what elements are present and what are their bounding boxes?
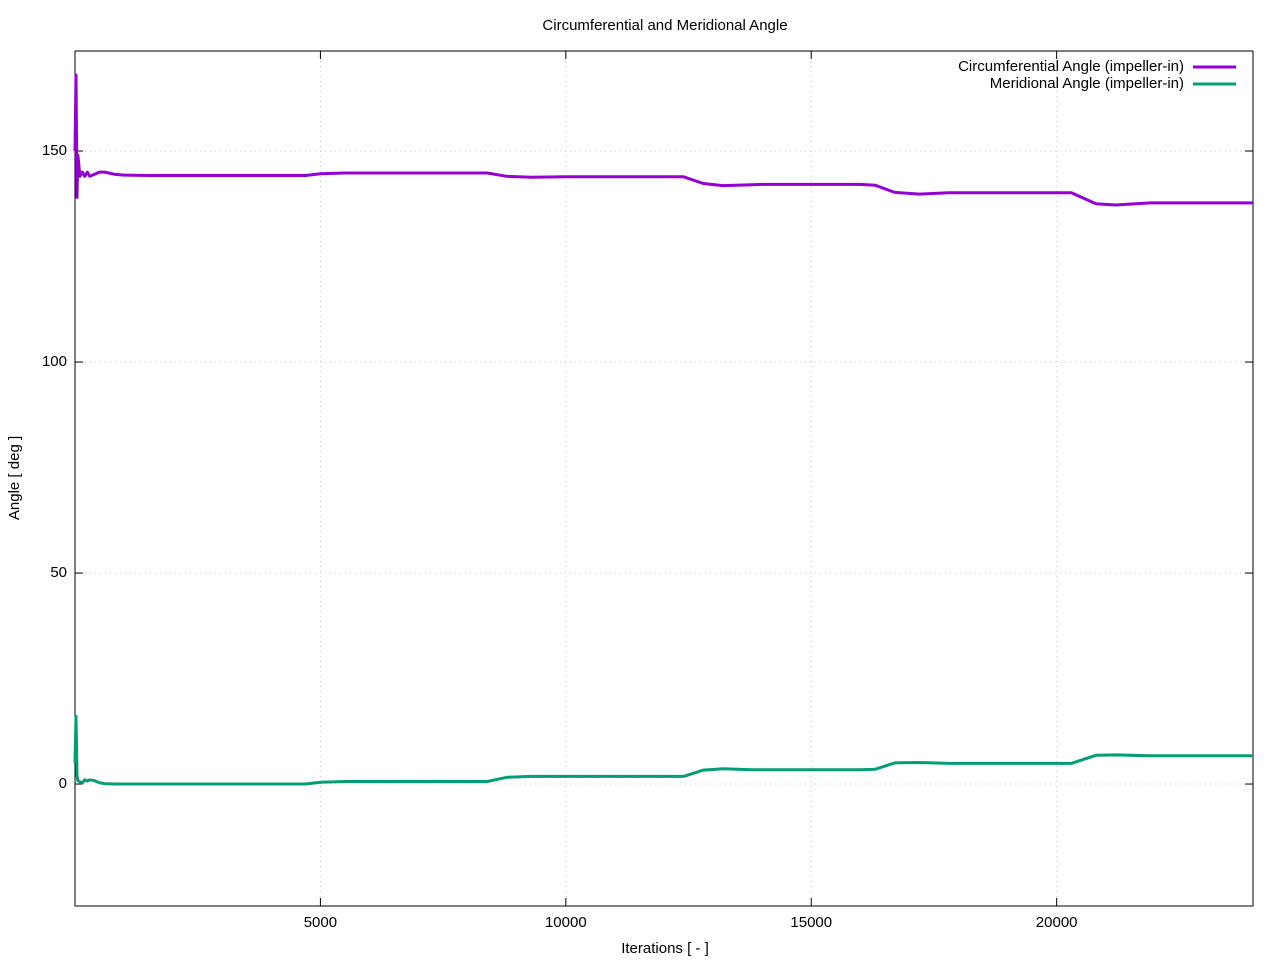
legend-label: Circumferential Angle (impeller-in) <box>958 58 1184 75</box>
x-tick-label: 15000 <box>790 914 832 931</box>
chart-title: Circumferential and Meridional Angle <box>542 17 787 34</box>
y-tick-label: 150 <box>42 142 67 159</box>
y-tick-label: 0 <box>59 775 67 792</box>
x-tick-label: 10000 <box>545 914 587 931</box>
plot-border <box>74 50 1254 907</box>
y-tick-label: 100 <box>42 353 67 370</box>
y-tick-label: 50 <box>50 564 67 581</box>
x-tick-label: 20000 <box>1036 914 1078 931</box>
series-line <box>73 73 1253 207</box>
x-axis-label: Iterations [ - ] <box>621 940 709 957</box>
legend-label: Meridional Angle (impeller-in) <box>990 75 1184 92</box>
y-axis-label: Angle [ deg ] <box>6 436 23 520</box>
series-line <box>73 715 1253 786</box>
x-tick-label: 5000 <box>304 914 337 931</box>
